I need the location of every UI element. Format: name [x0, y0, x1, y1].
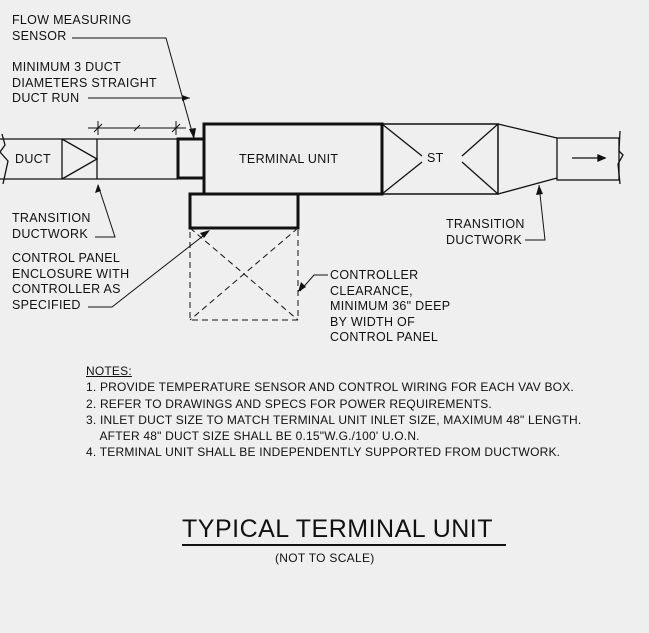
clearance-label: CONTROLLER CLEARANCE, MINIMUM 36" DEEP B…	[330, 268, 451, 344]
controller-clearance-zone	[189, 227, 299, 321]
flow-sensor-label: FLOW MEASURING SENSOR	[12, 13, 132, 43]
inlet-duct	[0, 133, 178, 185]
outlet-transition	[497, 123, 558, 195]
note-item: AFTER 48" DUCT SIZE SHALL BE 0.15"W.G./1…	[86, 429, 420, 444]
notes-block: NOTES: 1. PROVIDE TEMPERATURE SENSOR AND…	[86, 363, 581, 461]
sound-trap-label: ST	[427, 151, 444, 165]
note-item: 2. REFER TO DRAWINGS AND SPECS FOR POWER…	[86, 396, 492, 411]
straight-run-label: MINIMUM 3 DUCT DIAMETERS STRAIGHT DUCT R…	[12, 60, 157, 105]
title-underline	[182, 544, 506, 546]
notes-heading: NOTES:	[86, 364, 132, 378]
duct-label: DUCT	[15, 152, 51, 166]
note-item: 1. PROVIDE TEMPERATURE SENSOR AND CONTRO…	[86, 380, 574, 395]
control-panel-label: CONTROL PANEL ENCLOSURE WITH CONTROLLER …	[12, 251, 130, 312]
outlet-duct	[556, 130, 624, 185]
terminal-unit-label: TERMINAL UNIT	[239, 152, 339, 166]
drawing-title: TYPICAL TERMINAL UNIT	[182, 515, 494, 543]
straight-run-dimension	[88, 121, 186, 135]
flow-sensor	[176, 137, 206, 180]
note-item: 4. TERMINAL UNIT SHALL BE INDEPENDENTLY …	[86, 445, 561, 460]
transition-left-label: TRANSITION DUCTWORK	[12, 211, 91, 241]
transition-right-label: TRANSITION DUCTWORK	[446, 217, 525, 247]
note-item: 3. INLET DUCT SIZE TO MATCH TERMINAL UNI…	[86, 412, 582, 427]
sound-trap	[381, 123, 499, 195]
control-panel	[188, 192, 300, 230]
drawing-subtitle: (NOT TO SCALE)	[275, 551, 375, 565]
leader-lines	[72, 37, 546, 308]
